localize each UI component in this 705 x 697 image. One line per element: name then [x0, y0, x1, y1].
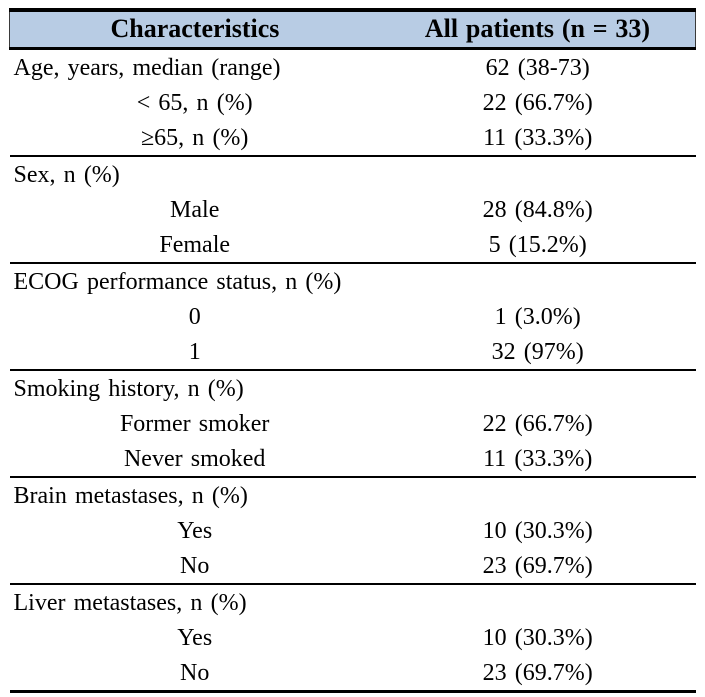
header-all-patients: All patients (n = 33): [379, 10, 696, 50]
row-value: [380, 263, 696, 299]
row-label: No: [180, 659, 210, 686]
row-value: [380, 584, 696, 620]
table-row: Former smoker 22 (66.7%): [10, 406, 696, 441]
table-header-row: Characteristics All patients (n = 33): [8, 10, 696, 50]
row-value: [380, 370, 696, 406]
row-label: Male: [170, 196, 220, 223]
table-row: No 23 (69.7%): [9, 548, 696, 585]
row-value: [380, 477, 696, 513]
row-label: Female: [9, 227, 380, 264]
row-value: 22 (66.7%): [482, 410, 593, 437]
table-row: Male 28 (84.8%): [10, 192, 696, 227]
row-value: 10 (30.3%): [482, 517, 593, 544]
row-label: ≥65, n (%): [9, 120, 380, 157]
table-row: ≥65, n (%) 11 (33.3%): [9, 120, 696, 157]
row-value: 10 (30.3%): [482, 624, 593, 651]
table-row: No 23 (69.7%): [10, 655, 696, 692]
row-label: 1: [9, 334, 380, 371]
row-label: Brain metastases, n (%): [13, 482, 248, 509]
row-value: 28 (84.8%): [482, 196, 593, 223]
row-value: 23 (69.7%): [379, 548, 696, 585]
row-label: Never smoked: [9, 441, 380, 478]
table-head: Characteristics All patients (n = 33): [8, 10, 696, 50]
row-label: Smoking history, n (%): [13, 375, 244, 402]
table-body: Age, years, median (range) 62 (38-73) < 65…: [9, 49, 696, 692]
row-label: Yes: [177, 624, 213, 651]
header-characteristics: Characteristics: [8, 10, 380, 50]
row-value: 5 (15.2%): [379, 227, 696, 264]
table-row: Yes 10 (30.3%): [10, 513, 696, 548]
table-row: Age, years, median (range) 62 (38-73): [10, 49, 696, 86]
table-row: Smoking history, n (%): [10, 370, 696, 406]
row-label: Former smoker: [119, 410, 270, 437]
table-row: Brain metastases, n (%): [10, 477, 696, 513]
row-value: 32 (97%): [379, 334, 696, 371]
table-row: Yes 10 (30.3%): [10, 620, 696, 655]
row-label: ECOG performance status, n (%): [13, 268, 342, 295]
table-row: 1 32 (97%): [9, 334, 696, 371]
table-row: Liver metastases, n (%): [10, 584, 696, 620]
row-value: 11 (33.3%): [379, 441, 696, 478]
row-label: Age, years, median (range): [13, 54, 281, 81]
row-label: Yes: [177, 517, 213, 544]
table-row: 0 1 (3.0%): [10, 299, 696, 334]
table-row: Never smoked 11 (33.3%): [9, 441, 696, 478]
row-value: 1 (3.0%): [494, 303, 581, 330]
row-value: 22 (66.7%): [482, 89, 593, 116]
row-value: 23 (69.7%): [482, 659, 593, 686]
row-label: 0: [188, 303, 201, 330]
row-value: [380, 156, 696, 192]
row-label: Sex, n (%): [13, 161, 120, 188]
table-row: < 65, n (%) 22 (66.7%): [10, 85, 696, 120]
table-row: ECOG performance status, n (%): [10, 263, 696, 299]
table-row: Female 5 (15.2%): [9, 227, 696, 264]
row-label: No: [9, 548, 380, 585]
row-value: 62 (38-73): [485, 54, 590, 81]
table-row: Sex, n (%): [10, 156, 696, 192]
patient-characteristics-table: Characteristics All patients (n = 33) Ag…: [8, 8, 696, 693]
patient-characteristics-table-wrap: Characteristics All patients (n = 33) Ag…: [8, 8, 696, 693]
row-value: 11 (33.3%): [379, 120, 696, 157]
row-label: Liver metastases, n (%): [13, 589, 247, 616]
row-label: < 65, n (%): [136, 89, 253, 116]
